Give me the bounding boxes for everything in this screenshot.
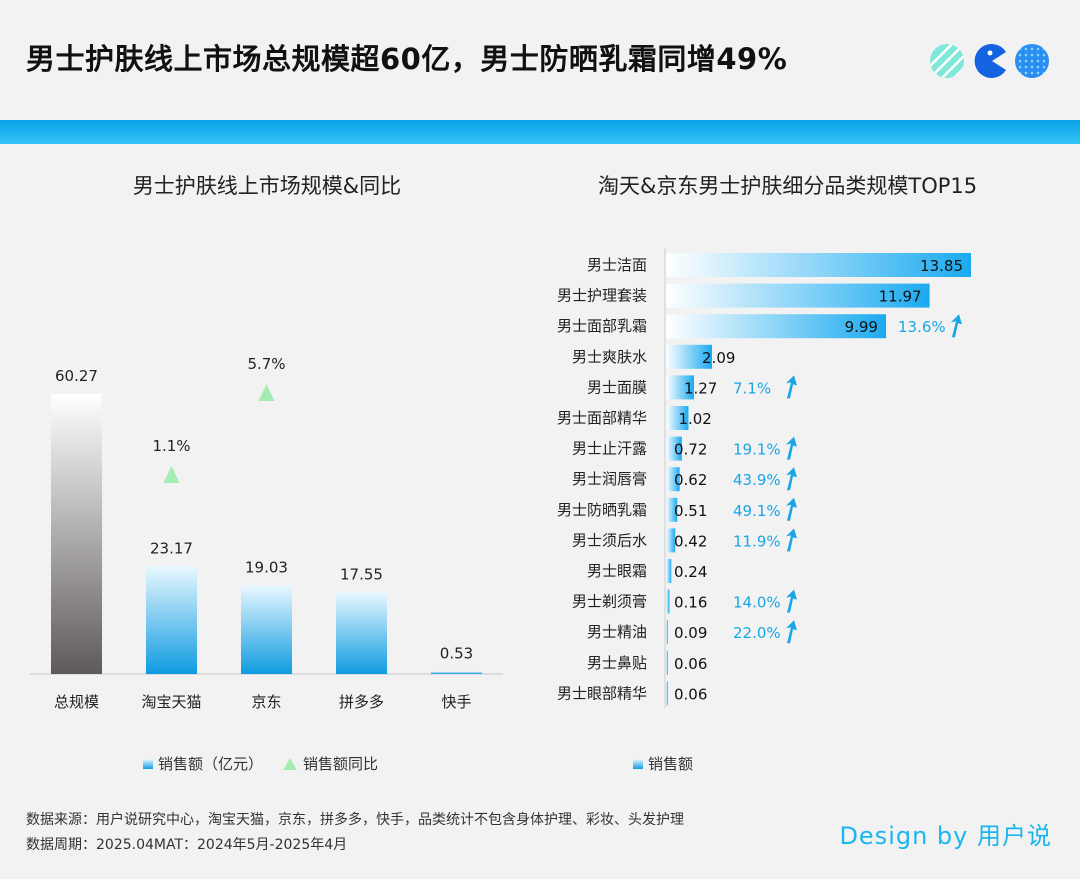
bar-男士面部乳霜 xyxy=(666,314,886,339)
bar-value-label: 60.27 xyxy=(55,367,98,385)
header-band xyxy=(0,120,1080,144)
left-chart: 60.27 总规模 23.17 淘宝天猫 1.1% 19.03 京东 5.7% 17.55 拼多多… xyxy=(30,355,503,711)
bar-男士须后水 xyxy=(666,528,676,553)
category-label: 男士面部精华 xyxy=(557,409,647,427)
bar-快手 xyxy=(431,671,482,674)
left-chart-title: 男士护肤线上市场规模&同比 xyxy=(132,174,402,198)
growth-arrow-icon xyxy=(786,528,797,552)
bar-男士爽肤水 xyxy=(666,344,713,369)
bar-value-label: 19.03 xyxy=(245,559,288,577)
category-label: 男士面膜 xyxy=(587,378,647,396)
x-tick-label: 快手 xyxy=(441,693,471,711)
category-label: 男士洁面 xyxy=(587,256,647,274)
bar-男士面部精华 xyxy=(666,406,689,430)
bar-男士鼻贴 xyxy=(666,650,668,675)
bar-男士防晒乳霜 xyxy=(666,497,678,522)
category-label: 男士爽肤水 xyxy=(572,348,647,366)
growth-arrow-icon xyxy=(786,589,797,613)
growth-label: 14.0% xyxy=(733,594,781,612)
legend-line-label: 销售额同比 xyxy=(303,755,379,773)
legend-bar-swatch xyxy=(633,758,643,769)
growth-arrow-icon xyxy=(950,314,962,338)
growth-label: 49.1% xyxy=(733,502,781,520)
legend-triangle-icon xyxy=(283,757,298,770)
growth-marker xyxy=(163,466,180,483)
right-legend: 销售额 xyxy=(633,753,693,774)
bar-value-label: 0.72 xyxy=(674,441,707,459)
category-label: 男士防晒乳霜 xyxy=(557,501,647,519)
right-chart-title: 淘天&京东男士护肤细分品类规模TOP15 xyxy=(598,174,978,198)
bar-value-label: 0.53 xyxy=(440,645,473,663)
bar-value-label: 0.24 xyxy=(674,563,707,581)
x-tick-label: 总规模 xyxy=(54,693,99,711)
bar-value-label: 1.27 xyxy=(684,379,717,397)
category-label: 男士润唇膏 xyxy=(572,470,647,488)
bar-value-label: 0.42 xyxy=(674,532,707,550)
bar-value-label: 11.97 xyxy=(879,288,922,306)
x-tick-label: 京东 xyxy=(251,693,281,711)
growth-marker xyxy=(258,384,275,401)
left-legend: 销售额（亿元） 销售额同比 xyxy=(143,753,378,774)
bar-value-label: 0.06 xyxy=(674,685,707,703)
bar-value-label: 0.51 xyxy=(674,502,707,520)
bar-男士润唇膏 xyxy=(666,467,680,492)
legend-bar-swatch xyxy=(143,758,153,769)
bar-拼多多 xyxy=(336,592,387,674)
category-label: 男士眼霜 xyxy=(587,562,647,580)
growth-arrow-icon xyxy=(786,467,797,491)
growth-arrow-icon xyxy=(786,436,797,460)
category-label: 男士止汗露 xyxy=(572,440,647,458)
growth-label: 19.1% xyxy=(733,441,781,459)
bar-value-label: 0.09 xyxy=(674,624,707,642)
growth-label: 13.6% xyxy=(898,318,946,336)
bar-男士洁面 xyxy=(666,253,971,277)
bar-value-label: 0.06 xyxy=(674,655,707,673)
growth-arrow-icon xyxy=(786,620,797,644)
growth-label: 7.1% xyxy=(733,379,771,397)
bar-value-label: 0.62 xyxy=(674,471,707,489)
category-label: 男士眼部精华 xyxy=(557,684,647,702)
category-label: 男士鼻贴 xyxy=(587,654,647,672)
growth-label: 11.9% xyxy=(733,532,781,550)
x-tick-label: 淘宝天猫 xyxy=(141,693,201,711)
growth-label: 5.7% xyxy=(247,355,285,373)
category-label: 男士须后水 xyxy=(572,531,647,549)
footer-period: 数据周期：2025.04MAT：2024年5月-2025年4月 xyxy=(26,837,348,853)
bar-value-label: 2.09 xyxy=(702,349,735,367)
growth-label: 22.0% xyxy=(733,624,781,642)
bar-男士剃须膏 xyxy=(666,589,670,614)
bar-男士面膜 xyxy=(666,375,694,400)
category-label: 男士精油 xyxy=(587,623,647,641)
growth-label: 43.9% xyxy=(733,471,781,489)
right-chart: 男士洁面 13.85 男士护理套装 11.97 男士面部乳霜 9.99 13.6% 男士爽肤水… xyxy=(557,248,971,708)
growth-label: 1.1% xyxy=(152,437,190,455)
bar-京东 xyxy=(241,585,292,674)
category-label: 男士护理套装 xyxy=(557,287,647,305)
bar-value-label: 9.99 xyxy=(845,318,878,336)
bar-value-label: 17.55 xyxy=(340,565,383,583)
bar-男士精油 xyxy=(666,620,668,645)
brand-signature: Design by 用户说 xyxy=(839,822,1052,850)
growth-arrow-icon xyxy=(786,497,797,521)
bar-总规模 xyxy=(51,394,102,674)
bar-value-label: 23.17 xyxy=(150,539,193,557)
bar-value-label: 13.85 xyxy=(920,257,963,275)
bar-男士护理套装 xyxy=(666,283,930,308)
bar-value-label: 1.02 xyxy=(678,410,711,428)
legend-bar-label: 销售额 xyxy=(648,755,694,773)
x-tick-label: 拼多多 xyxy=(339,693,384,711)
page-title: 男士护肤线上市场总规模超60亿，男士防晒乳霜同增49% xyxy=(26,42,788,76)
category-label: 男士面部乳霜 xyxy=(557,317,647,335)
category-label: 男士剃须膏 xyxy=(572,593,647,611)
bar-男士止汗露 xyxy=(666,436,682,461)
footer-source: 数据来源：用户说研究中心，淘宝天猫，京东，拼多多，快手，品类统计不包含身体护理、… xyxy=(26,812,684,828)
growth-arrow-icon xyxy=(786,375,797,399)
bar-淘宝天猫 xyxy=(146,566,197,674)
bar-value-label: 0.16 xyxy=(674,594,707,612)
brand-logo-icon xyxy=(930,44,1049,78)
bar-男士眼霜 xyxy=(666,559,672,583)
bar-男士眼部精华 xyxy=(666,681,668,706)
legend-bar-label: 销售额（亿元） xyxy=(158,755,264,773)
